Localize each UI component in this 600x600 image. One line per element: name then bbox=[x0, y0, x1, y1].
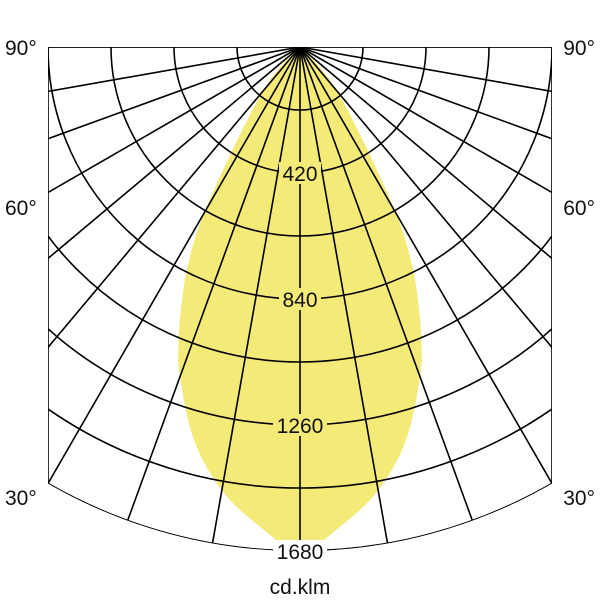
tick-label-background bbox=[273, 540, 327, 562]
radial-tick-label: 1260 bbox=[277, 415, 324, 438]
tick-label-background bbox=[273, 414, 327, 436]
angle-label-right-30: 30° bbox=[563, 487, 595, 510]
angle-label-left-30: 30° bbox=[5, 487, 37, 510]
grid-ray bbox=[299, 47, 552, 473]
grid-ray bbox=[48, 47, 301, 473]
grid-ray bbox=[299, 47, 398, 552]
grid-ray bbox=[202, 47, 301, 552]
radial-tick-label: 840 bbox=[282, 289, 317, 312]
angle-label-right-90: 90° bbox=[563, 37, 595, 60]
unit-label: cd.klm bbox=[270, 576, 331, 599]
grid-ray bbox=[299, 47, 491, 552]
grid-ray bbox=[299, 47, 552, 238]
grid-ray bbox=[109, 47, 301, 552]
grid-ray bbox=[48, 47, 301, 145]
grid-ray bbox=[48, 47, 301, 404]
grid-ray bbox=[48, 47, 301, 528]
radial-tick-label: 420 bbox=[282, 163, 317, 186]
angle-label-right-60: 60° bbox=[563, 197, 595, 220]
grid-ray bbox=[299, 47, 552, 404]
grid-ray bbox=[48, 47, 301, 238]
grid-ray bbox=[299, 47, 552, 528]
angle-label-left-90: 90° bbox=[5, 37, 37, 60]
tick-label-background bbox=[279, 288, 321, 310]
grid-ray bbox=[299, 47, 552, 145]
radial-tick-label: 1680 bbox=[277, 541, 324, 564]
angle-label-left-60: 60° bbox=[5, 197, 37, 220]
tick-label-background bbox=[279, 162, 321, 184]
grid-ray bbox=[48, 47, 301, 325]
grid-ray bbox=[299, 47, 552, 325]
